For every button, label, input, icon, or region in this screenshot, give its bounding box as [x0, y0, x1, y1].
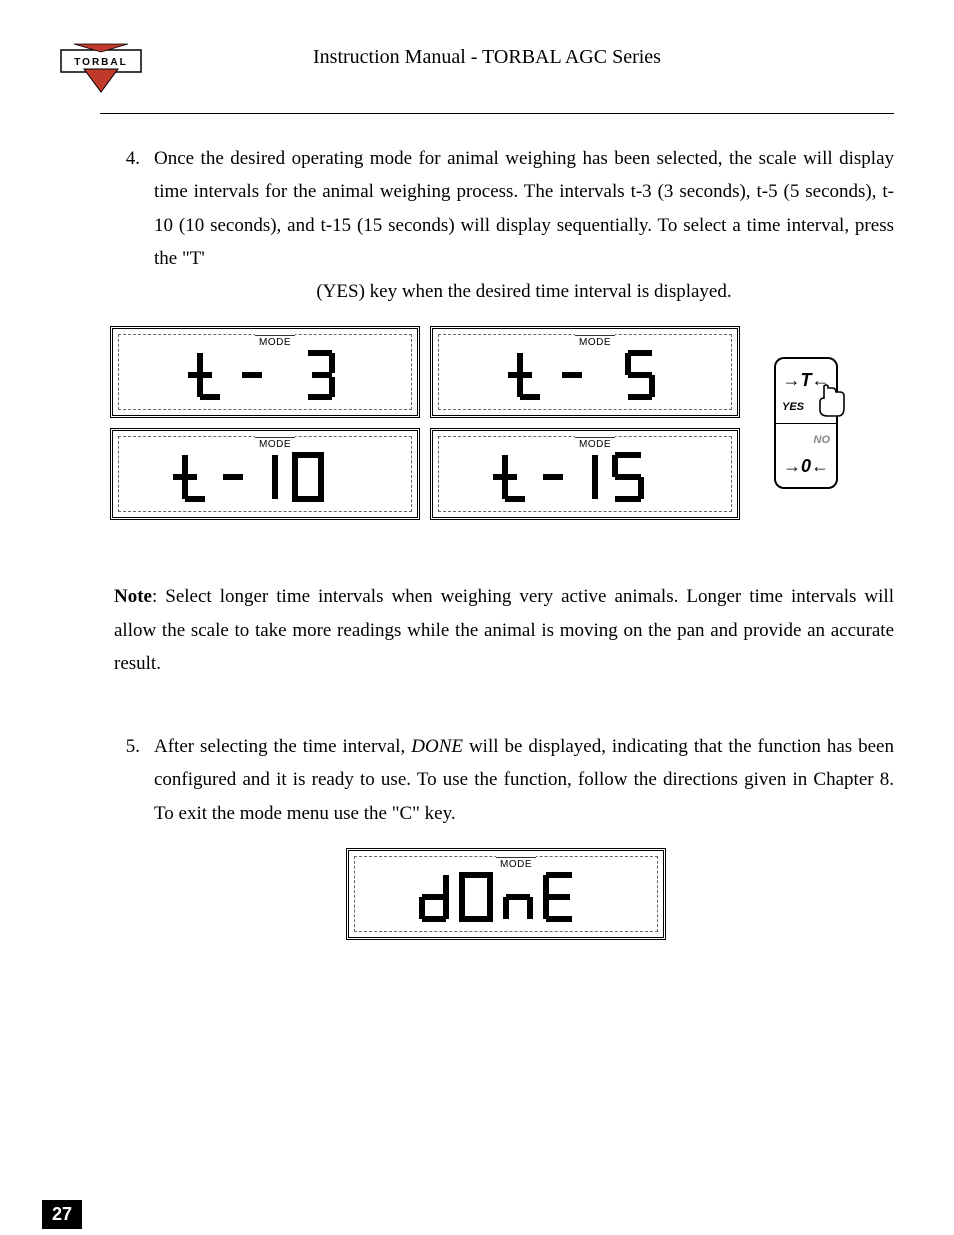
lcd-t15: MODE [430, 428, 740, 520]
lcd-done: MODE [346, 848, 666, 940]
header-title: Instruction Manual - TORBAL AGC Series [170, 40, 894, 69]
item-body-4: Once the desired operating mode for anim… [154, 142, 894, 308]
t-yes-key: →T← YES [774, 357, 838, 423]
keypad-illustration: →T← YES NO →0← [774, 357, 838, 489]
item-number-4: 4. [118, 142, 140, 308]
zero-no-key: NO →0← [774, 423, 838, 489]
svg-text:TORBAL: TORBAL [74, 57, 127, 68]
torbal-logo: TORBAL [60, 40, 150, 101]
seg-t10 [165, 449, 365, 505]
note-paragraph: Note: Select longer time intervals when … [114, 580, 894, 680]
item-number-5: 5. [118, 730, 140, 830]
seg-done [396, 869, 616, 925]
seg-t15 [485, 449, 685, 505]
header-divider [100, 113, 894, 114]
page-number: 27 [42, 1200, 82, 1229]
lcd-t3: MODE [110, 326, 420, 418]
lcd-t10: MODE [110, 428, 420, 520]
item-body-5: After selecting the time interval, DONE … [154, 730, 894, 830]
seg-t5 [500, 347, 670, 403]
lcd-t5: MODE [430, 326, 740, 418]
seg-t3 [180, 347, 350, 403]
